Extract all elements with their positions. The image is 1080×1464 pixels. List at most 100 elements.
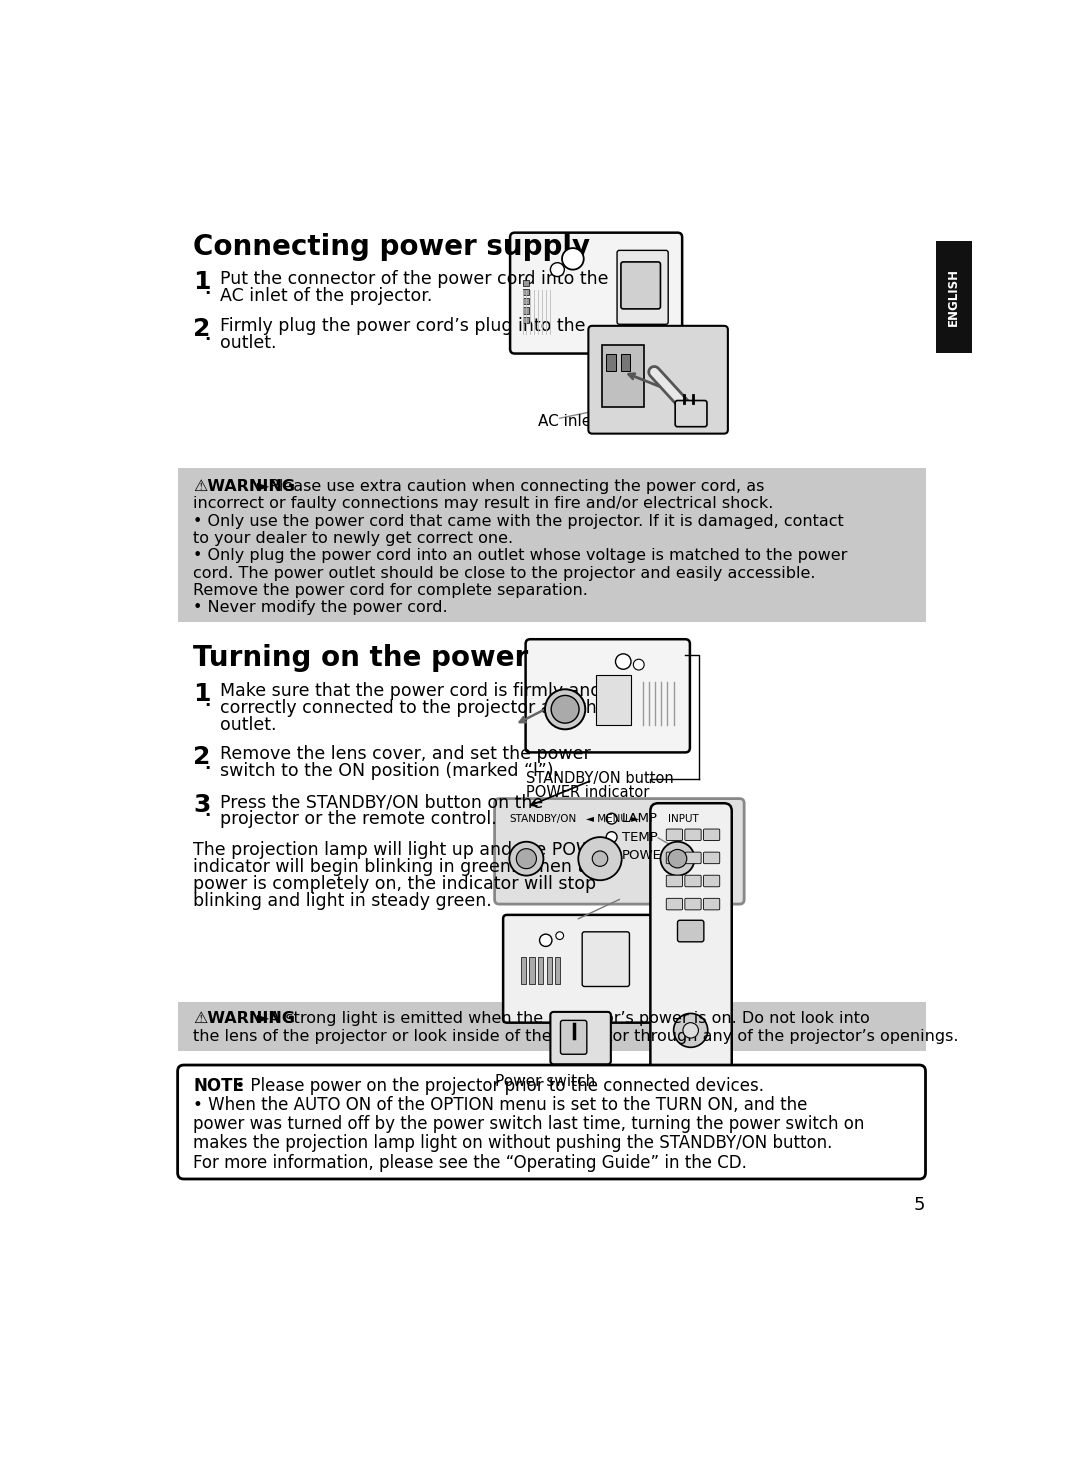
Bar (621, 354, 631, 372)
Text: ⚠WARNING: ⚠WARNING (193, 1012, 295, 1026)
Circle shape (674, 1013, 707, 1047)
Circle shape (551, 262, 565, 277)
FancyBboxPatch shape (582, 931, 630, 987)
FancyBboxPatch shape (551, 1012, 611, 1064)
FancyBboxPatch shape (495, 798, 744, 905)
Bar (523, 280, 529, 285)
FancyBboxPatch shape (526, 640, 690, 752)
Text: 2: 2 (193, 745, 211, 770)
Bar (596, 675, 631, 725)
Text: NOTE: NOTE (193, 1076, 244, 1095)
Circle shape (516, 849, 537, 868)
Text: projector or the remote control.: projector or the remote control. (220, 810, 497, 829)
Bar (606, 354, 616, 372)
Circle shape (510, 842, 543, 875)
Text: the lens of the projector or look inside of the projector through any of the pro: the lens of the projector or look inside… (193, 1029, 959, 1044)
FancyBboxPatch shape (621, 262, 661, 309)
FancyBboxPatch shape (685, 829, 701, 840)
Circle shape (683, 1023, 699, 1038)
Text: 2: 2 (193, 316, 211, 341)
Text: outlet.: outlet. (220, 334, 276, 351)
Text: .: . (205, 691, 211, 710)
FancyBboxPatch shape (675, 401, 707, 426)
Bar (523, 316, 529, 322)
Circle shape (551, 695, 579, 723)
FancyBboxPatch shape (510, 233, 683, 353)
Bar (521, 957, 526, 984)
Bar (177, 1001, 926, 1051)
FancyBboxPatch shape (677, 921, 704, 941)
Text: STANDBY/ON: STANDBY/ON (510, 814, 577, 824)
Text: .: . (205, 755, 211, 773)
FancyBboxPatch shape (685, 899, 701, 909)
Text: 5: 5 (914, 1196, 926, 1214)
Bar (177, 468, 926, 622)
Text: TEMP: TEMP (622, 830, 658, 843)
Text: ►A strong light is emitted when the projector’s power is on. Do not look into: ►A strong light is emitted when the proj… (257, 1012, 869, 1026)
Circle shape (578, 837, 622, 880)
Text: blinking and light in steady green.: blinking and light in steady green. (193, 892, 491, 909)
Text: 1: 1 (193, 271, 211, 294)
Bar (529, 957, 535, 984)
FancyBboxPatch shape (650, 804, 732, 1073)
Circle shape (661, 842, 694, 875)
FancyBboxPatch shape (685, 852, 701, 864)
FancyBboxPatch shape (685, 875, 701, 887)
Text: power was turned off by the power switch last time, turning the power switch on: power was turned off by the power switch… (193, 1116, 864, 1133)
FancyBboxPatch shape (666, 852, 683, 864)
Text: STANDBY/ON button: STANDBY/ON button (526, 772, 674, 786)
Text: 3: 3 (193, 793, 211, 817)
Text: switch to the ON position (marked “l”).: switch to the ON position (marked “l”). (220, 763, 559, 780)
Bar (935, 242, 972, 353)
Bar (546, 957, 552, 984)
Text: .: . (205, 280, 211, 297)
Circle shape (606, 851, 617, 861)
Circle shape (633, 659, 644, 671)
Text: Power cord: Power cord (619, 414, 704, 429)
Text: ⚠WARNING: ⚠WARNING (193, 479, 295, 493)
FancyBboxPatch shape (177, 1064, 926, 1179)
Text: POWER indicator: POWER indicator (526, 785, 650, 799)
Text: power is completely on, the indicator will stop: power is completely on, the indicator wi… (193, 875, 596, 893)
Text: Power switch: Power switch (496, 1075, 596, 1089)
Text: Connecting power supply: Connecting power supply (193, 233, 591, 262)
Text: LAMP: LAMP (622, 813, 658, 826)
FancyBboxPatch shape (703, 875, 719, 887)
Text: INPUT: INPUT (669, 814, 699, 824)
Text: Remove the power cord for complete separation.: Remove the power cord for complete separ… (193, 583, 588, 597)
Bar (523, 299, 529, 305)
FancyBboxPatch shape (666, 875, 683, 887)
Circle shape (606, 832, 617, 842)
Text: cord. The power outlet should be close to the projector and easily accessible.: cord. The power outlet should be close t… (193, 565, 815, 581)
Circle shape (592, 851, 608, 867)
FancyBboxPatch shape (561, 1020, 586, 1054)
Text: ►Please use extra caution when connecting the power cord, as: ►Please use extra caution when connectin… (257, 479, 764, 493)
Circle shape (540, 934, 552, 946)
Text: ◄ MENU ►: ◄ MENU ► (586, 814, 639, 824)
Text: For more information, please see the “Operating Guide” in the CD.: For more information, please see the “Op… (193, 1154, 747, 1171)
Text: • When the AUTO ON of the OPTION menu is set to the TURN ON, and the: • When the AUTO ON of the OPTION menu is… (193, 1097, 808, 1114)
Text: to your dealer to newly get correct one.: to your dealer to newly get correct one. (193, 531, 513, 546)
Text: AC inlet of the projector.: AC inlet of the projector. (220, 287, 433, 306)
Text: • Only use the power cord that came with the projector. If it is damaged, contac: • Only use the power cord that came with… (193, 514, 843, 529)
FancyBboxPatch shape (503, 915, 654, 1023)
Text: correctly connected to the projector and the: correctly connected to the projector and… (220, 700, 608, 717)
Circle shape (669, 849, 687, 868)
Text: Put the connector of the power cord into the: Put the connector of the power cord into… (220, 271, 609, 288)
Text: • Never modify the power cord.: • Never modify the power cord. (193, 600, 448, 615)
Bar (602, 346, 644, 407)
Text: Remove the lens cover, and set the power: Remove the lens cover, and set the power (220, 745, 591, 764)
Text: POWER: POWER (622, 849, 671, 862)
Text: indicator will begin blinking in green. When the: indicator will begin blinking in green. … (193, 858, 606, 875)
Bar (523, 288, 529, 296)
Circle shape (545, 690, 585, 729)
Bar (555, 957, 561, 984)
Text: outlet.: outlet. (220, 716, 276, 735)
Text: ENGLISH: ENGLISH (947, 268, 960, 325)
FancyBboxPatch shape (666, 829, 683, 840)
Text: The projection lamp will light up and the POWER: The projection lamp will light up and th… (193, 840, 617, 859)
Text: 1: 1 (193, 682, 211, 706)
Bar (523, 307, 529, 313)
Text: • Please power on the projector prior to the connected devices.: • Please power on the projector prior to… (230, 1076, 765, 1095)
Circle shape (606, 813, 617, 824)
